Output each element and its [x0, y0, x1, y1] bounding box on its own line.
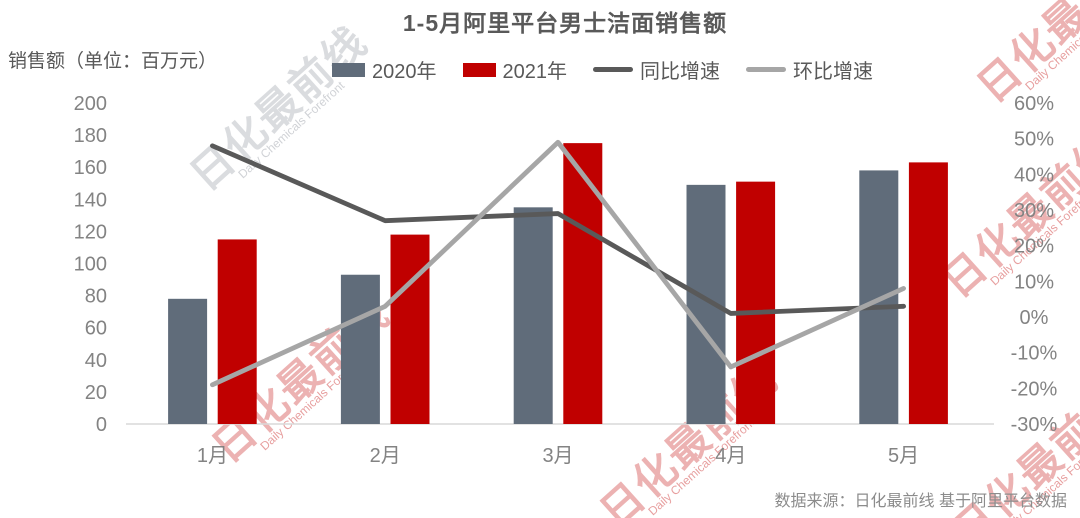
legend-item-2021年: 2021年 [462, 55, 568, 84]
legend-bar-swatch [462, 62, 496, 77]
bar-2021年-5月 [908, 162, 948, 424]
x-axis-label: 1月 [197, 445, 228, 467]
left-axis-tick: 120 [74, 221, 107, 243]
source-note: 数据来源：日化最前线 基于阿里平台数据 [774, 493, 1067, 510]
x-axis-label: 4月 [715, 445, 746, 467]
right-axis-tick: 60% [1014, 93, 1054, 115]
line-同比增速 [209, 143, 906, 316]
left-axis-title: 销售额（单位：百万元） [8, 51, 218, 72]
left-axis-tick: 180 [74, 125, 107, 147]
bar-2020年-1月 [168, 298, 208, 424]
left-axis-tick: 200 [74, 93, 107, 115]
right-axis-tick: -10% [1011, 343, 1058, 365]
bar-2021年-4月 [736, 181, 776, 424]
right-axis-tick: 0% [1020, 307, 1049, 329]
line-环比增速 [209, 139, 906, 388]
bar-2021年-1月 [217, 239, 257, 424]
bar-2020年-2月 [340, 274, 380, 424]
left-axis-tick: 140 [74, 189, 107, 211]
left-axis-tick: 100 [74, 254, 107, 276]
legend: 2020年 2021年 同比增速 环比增速 [332, 55, 873, 84]
left-axis-tick: 60 [85, 318, 107, 340]
left-axis-tick: 160 [74, 157, 107, 179]
legend-label: 同比增速 [640, 61, 720, 83]
right-axis-tick: -30% [1011, 414, 1058, 436]
legend-item-同比增速: 同比增速 [593, 55, 720, 84]
right-axis-tick: 30% [1014, 200, 1054, 222]
bar-2021年-2月 [390, 234, 430, 424]
left-axis-tick: 20 [85, 382, 107, 404]
legend-line-swatch [593, 67, 633, 72]
left-axis-tick: 40 [85, 350, 107, 372]
right-axis-tick: 10% [1014, 271, 1054, 293]
chart-title: 1-5月阿里平台男士洁面销售额 [402, 10, 728, 36]
right-axis-tick: 50% [1014, 129, 1054, 151]
x-axis-label: 3月 [542, 445, 573, 467]
right-axis-tick: 40% [1014, 164, 1054, 186]
right-axis-tick: 20% [1014, 236, 1054, 258]
legend-item-环比增速: 环比增速 [746, 55, 873, 84]
left-axis-tick: 0 [96, 414, 107, 436]
legend-label: 2021年 [502, 61, 568, 83]
legend-label: 2020年 [372, 61, 437, 83]
legend-item-2020年: 2020年 [332, 55, 437, 84]
legend-line-swatch [746, 67, 786, 72]
x-axis-label: 5月 [888, 445, 919, 467]
bar-2020年-3月 [513, 207, 553, 424]
legend-label: 环比增速 [793, 61, 873, 83]
right-axis-tick: -20% [1011, 378, 1058, 400]
bar-2021年-3月 [563, 143, 603, 424]
left-axis-tick: 80 [85, 286, 107, 308]
legend-bar-swatch [332, 62, 365, 77]
x-axis-label: 2月 [370, 445, 401, 467]
